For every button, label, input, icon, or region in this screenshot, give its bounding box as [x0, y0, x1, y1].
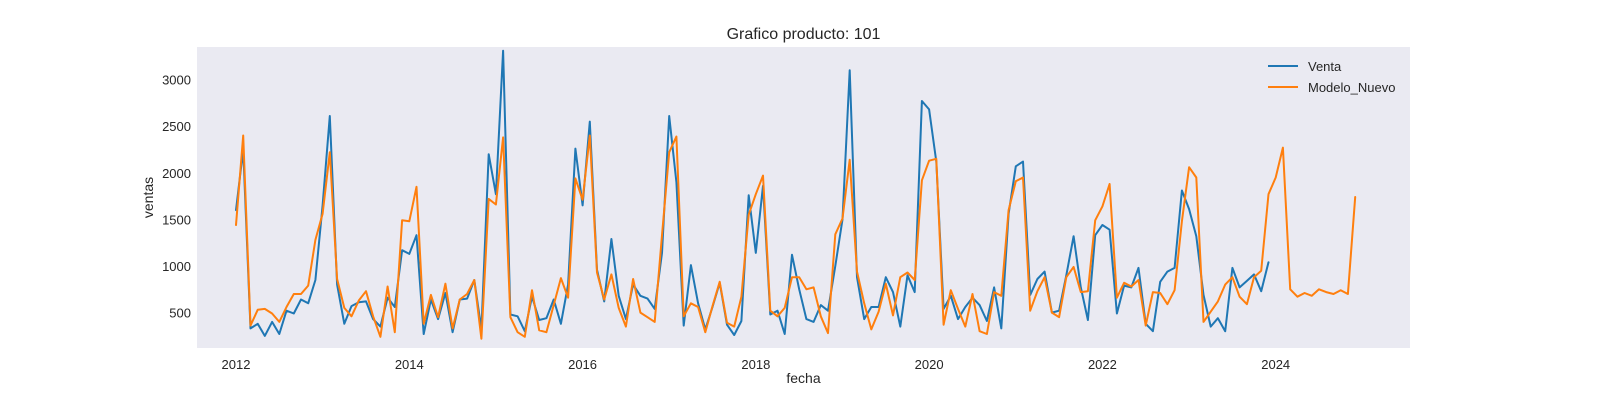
- y-tick-label: 1500: [162, 212, 191, 227]
- y-tick-label: 3000: [162, 73, 191, 88]
- series-layer: [235, 49, 1357, 340]
- series-line-1: [235, 134, 1357, 340]
- x-tick-label: 2018: [741, 357, 770, 372]
- series-line-0: [235, 49, 1270, 337]
- plot-area: [197, 47, 1410, 348]
- y-axis-label: ventas: [140, 177, 156, 218]
- x-tick-label: 2020: [915, 357, 944, 372]
- legend: Venta Modelo_Nuevo: [1268, 59, 1395, 95]
- y-axis-ticks: 500 1000 1500 2000 2500 3000: [162, 73, 191, 321]
- x-axis-ticks: 2012 2014 2016 2018 2020 2022 2024: [222, 357, 1291, 372]
- y-tick-label: 2500: [162, 119, 191, 134]
- chart-title: Grafico producto: 101: [727, 26, 881, 43]
- y-tick-label: 1000: [162, 259, 191, 274]
- y-tick-label: 2000: [162, 166, 191, 181]
- x-tick-label: 2016: [568, 357, 597, 372]
- x-tick-label: 2012: [222, 357, 251, 372]
- legend-label-0: Venta: [1308, 59, 1342, 74]
- x-tick-label: 2014: [395, 357, 424, 372]
- y-tick-label: 500: [169, 306, 191, 321]
- x-tick-label: 2022: [1088, 357, 1117, 372]
- x-tick-label: 2024: [1261, 357, 1290, 372]
- legend-label-1: Modelo_Nuevo: [1308, 80, 1395, 95]
- x-axis-label: fecha: [786, 370, 820, 386]
